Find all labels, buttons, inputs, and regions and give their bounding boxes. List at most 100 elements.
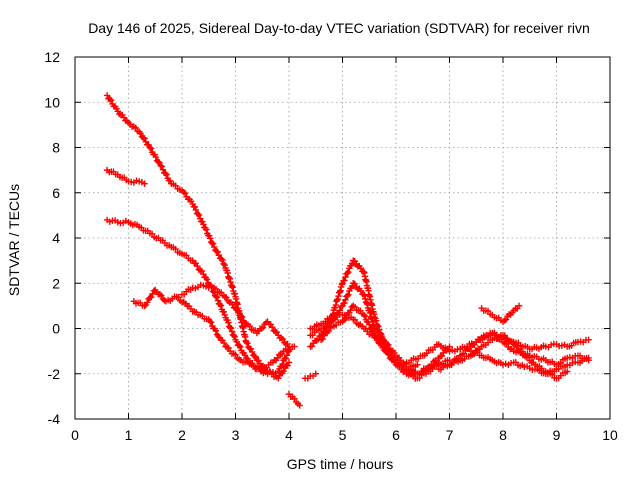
marker-trail xyxy=(276,334,291,348)
marker-trail xyxy=(222,264,238,298)
x-tick-label: 8 xyxy=(499,427,507,443)
marker-trail xyxy=(244,321,259,334)
marker-trail xyxy=(212,285,227,299)
marker-trail xyxy=(217,336,232,352)
x-tick-label: 2 xyxy=(178,427,186,443)
marker-trail xyxy=(361,292,378,330)
data-point xyxy=(200,271,207,278)
marker-trail xyxy=(545,340,558,351)
marker-trail xyxy=(192,281,204,292)
y-tick-label: -2 xyxy=(48,366,61,382)
data-point xyxy=(414,361,421,368)
x-tick-label: 5 xyxy=(339,427,347,443)
marker-trail xyxy=(501,340,516,353)
data-point xyxy=(312,370,319,377)
chart-title: Day 146 of 2025, Sidereal Day-to-day VTE… xyxy=(88,20,590,36)
data-point xyxy=(291,395,298,402)
marker-trail xyxy=(250,363,264,371)
marker-trail xyxy=(244,340,259,361)
marker-trail xyxy=(106,217,119,225)
x-tick-label: 0 xyxy=(71,427,79,443)
marker-trail xyxy=(287,393,296,401)
x-axis-label: GPS time / hours xyxy=(287,456,394,472)
marker-trail xyxy=(394,362,409,375)
data-point xyxy=(157,162,164,169)
marker-trail xyxy=(233,305,249,327)
marker-trail xyxy=(164,293,178,304)
marker-trail xyxy=(255,365,269,377)
data-point xyxy=(141,180,148,187)
marker-trail xyxy=(180,286,194,298)
marker-trail xyxy=(501,309,516,324)
marker-trail xyxy=(340,282,356,307)
series-track-d xyxy=(130,286,298,373)
data-point xyxy=(232,304,239,312)
y-tick-label: 10 xyxy=(44,94,60,110)
marker-trail xyxy=(512,339,531,351)
marker-trail xyxy=(228,350,243,363)
data-point xyxy=(146,144,154,151)
data-point xyxy=(371,332,378,339)
marker-trail xyxy=(201,224,217,247)
y-tick-label: -4 xyxy=(48,411,61,427)
marker-trail xyxy=(158,163,174,184)
series-track-k xyxy=(317,302,453,382)
marker-trail xyxy=(512,341,527,358)
marker-trail xyxy=(233,338,249,359)
marker-trail xyxy=(105,95,120,112)
data-point xyxy=(360,311,368,319)
marker-layer xyxy=(103,92,592,409)
marker-trail xyxy=(523,363,536,374)
marker-trail xyxy=(148,230,162,242)
x-tick-label: 10 xyxy=(602,427,618,443)
marker-trail xyxy=(267,368,279,377)
y-tick-label: 8 xyxy=(52,140,60,156)
series-track-c xyxy=(103,216,293,377)
marker-trail xyxy=(116,173,130,184)
marker-trail xyxy=(544,367,558,376)
data-point xyxy=(103,92,111,99)
marker-trail xyxy=(566,358,579,369)
marker-trail xyxy=(276,362,291,379)
marker-trail xyxy=(522,353,537,366)
series-track-g xyxy=(301,370,319,382)
marker-trail xyxy=(437,342,451,353)
marker-trail xyxy=(255,319,270,335)
marker-trail xyxy=(116,110,131,125)
marker-trail xyxy=(127,220,141,229)
series-track-a xyxy=(103,92,293,382)
marker-trail xyxy=(555,369,569,382)
data-point xyxy=(285,343,293,350)
data-point xyxy=(317,336,325,344)
marker-trail xyxy=(491,314,505,324)
series-track-e xyxy=(178,281,293,350)
marker-trail xyxy=(448,357,462,369)
marker-trail xyxy=(147,145,163,166)
marker-trail xyxy=(340,260,356,285)
marker-trail xyxy=(469,336,484,348)
marker-trail xyxy=(426,357,441,370)
marker-trail xyxy=(480,307,494,318)
marker-trail xyxy=(372,332,388,354)
y-tick-label: 12 xyxy=(44,49,60,65)
series-track-o xyxy=(478,302,523,325)
data-point xyxy=(585,336,592,344)
marker-trail xyxy=(437,362,451,373)
x-tick-label: 3 xyxy=(232,427,240,443)
series-track-b xyxy=(103,166,148,187)
y-tick-label: 0 xyxy=(52,321,60,337)
marker-trail xyxy=(394,354,409,368)
marker-trail xyxy=(170,244,184,257)
series-track-p xyxy=(467,347,592,377)
data-point xyxy=(200,221,207,228)
y-tick-label: 6 xyxy=(52,185,60,201)
x-tick-label: 1 xyxy=(125,427,133,443)
marker-trail xyxy=(383,348,398,366)
marker-trail xyxy=(159,237,173,249)
marker-trail xyxy=(501,332,516,345)
marker-trail xyxy=(383,340,398,357)
marker-trail xyxy=(191,259,206,275)
marker-trail xyxy=(185,302,200,316)
